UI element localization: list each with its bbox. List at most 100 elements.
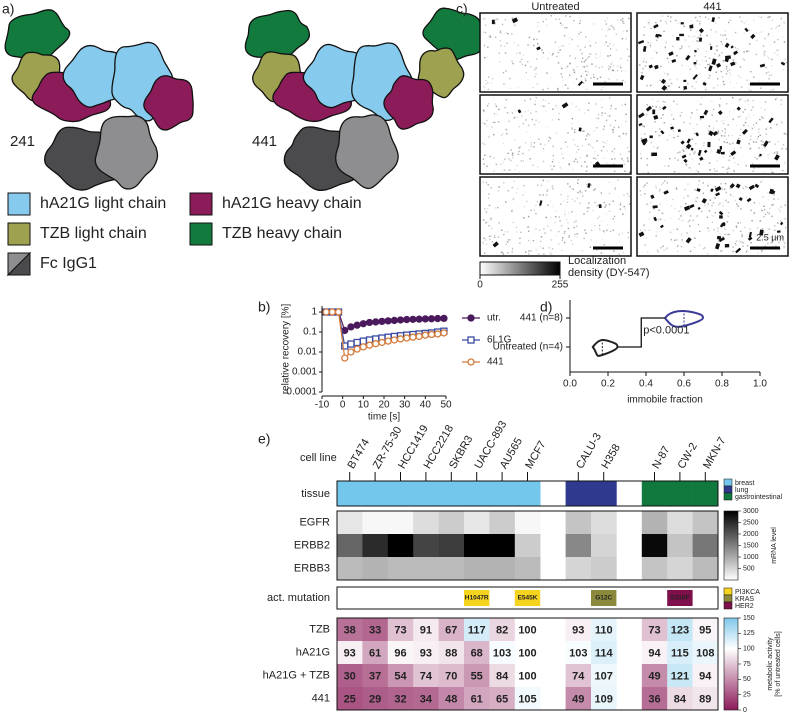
speckle	[602, 141, 605, 143]
speckle	[527, 230, 530, 232]
speckle	[722, 122, 725, 125]
speckle	[618, 135, 621, 137]
speckle	[612, 229, 614, 231]
speckle	[670, 82, 673, 85]
speckle	[716, 235, 722, 240]
data-point	[434, 314, 442, 323]
speckle	[726, 221, 729, 223]
speckle	[620, 137, 623, 139]
speckle	[678, 210, 680, 213]
speckle	[488, 225, 490, 227]
row-label: EGFR	[299, 516, 330, 528]
tissue-cell	[464, 481, 490, 506]
speckle	[672, 130, 675, 132]
mutation-label: S310F	[670, 595, 689, 602]
speckle	[743, 32, 746, 35]
speckle	[778, 241, 780, 244]
y-tick-label: 0.01	[298, 347, 318, 358]
speckle	[738, 100, 740, 103]
speckle	[505, 70, 507, 72]
speckle	[572, 138, 575, 141]
speckle	[665, 248, 667, 251]
speckle	[696, 197, 698, 199]
speckle	[749, 228, 751, 230]
speckle	[729, 155, 731, 157]
speckle	[487, 46, 489, 48]
speckle	[690, 20, 692, 22]
speckle	[511, 248, 514, 250]
speckle	[557, 51, 560, 54]
speckle	[767, 33, 770, 35]
speckle	[602, 146, 605, 148]
speckle	[487, 88, 490, 91]
speckle	[495, 163, 498, 166]
cell-value: 93	[420, 647, 432, 659]
speckle	[602, 86, 605, 89]
speckle	[622, 30, 625, 33]
speckle	[566, 198, 569, 201]
speckle	[759, 118, 761, 121]
speckle	[718, 54, 721, 56]
speckle	[546, 189, 549, 191]
speckle	[721, 210, 723, 213]
speckle	[482, 109, 485, 111]
speckle	[628, 195, 630, 198]
speckle	[547, 204, 549, 206]
speckle	[561, 67, 563, 70]
speckle	[734, 199, 737, 202]
heatmap-cell	[438, 618, 465, 642]
speckle	[628, 203, 631, 205]
speckle	[689, 122, 691, 125]
speckle	[743, 59, 746, 61]
speckle	[655, 187, 658, 189]
speckle	[502, 253, 505, 256]
heatmap-cell	[337, 557, 363, 581]
speckle	[576, 197, 579, 199]
speckle	[780, 220, 782, 222]
violin	[591, 339, 619, 357]
speckle	[662, 105, 667, 111]
speckle	[666, 247, 668, 249]
colorbar-tick-label: 1500	[743, 542, 759, 549]
speckle	[493, 121, 495, 124]
speckle	[708, 125, 711, 127]
speckle	[535, 212, 537, 215]
speckle	[613, 28, 615, 31]
speckle	[714, 243, 721, 250]
speckle	[739, 65, 741, 68]
speckle	[773, 193, 775, 196]
speckle	[747, 100, 749, 103]
speckle	[623, 163, 625, 166]
speckle	[560, 167, 562, 170]
speckle	[563, 241, 566, 244]
speckle	[595, 53, 597, 55]
legend-label: TZB heavy chain	[222, 225, 342, 242]
speckle	[699, 63, 701, 66]
speckle	[781, 148, 783, 150]
speckle	[721, 135, 723, 137]
speckle	[767, 16, 769, 19]
speckle	[700, 103, 702, 106]
speckle	[611, 61, 613, 63]
speckle	[555, 105, 557, 107]
speckle	[586, 183, 588, 186]
speckle	[497, 206, 499, 209]
speckle	[596, 140, 598, 142]
speckle	[554, 41, 557, 44]
speckle	[483, 237, 485, 240]
speckle	[702, 182, 704, 184]
speckle	[650, 201, 652, 204]
significance-bracket	[617, 317, 665, 348]
speckle	[560, 193, 562, 196]
speckle	[755, 32, 758, 34]
speckle	[686, 138, 691, 144]
cell-value: 65	[496, 693, 508, 705]
speckle	[659, 128, 661, 130]
speckle	[640, 157, 643, 159]
data-point	[334, 308, 343, 316]
speckle	[608, 78, 610, 80]
speckle	[746, 186, 749, 189]
speckle	[661, 212, 664, 215]
speckle	[482, 18, 485, 20]
speckle	[697, 48, 699, 50]
